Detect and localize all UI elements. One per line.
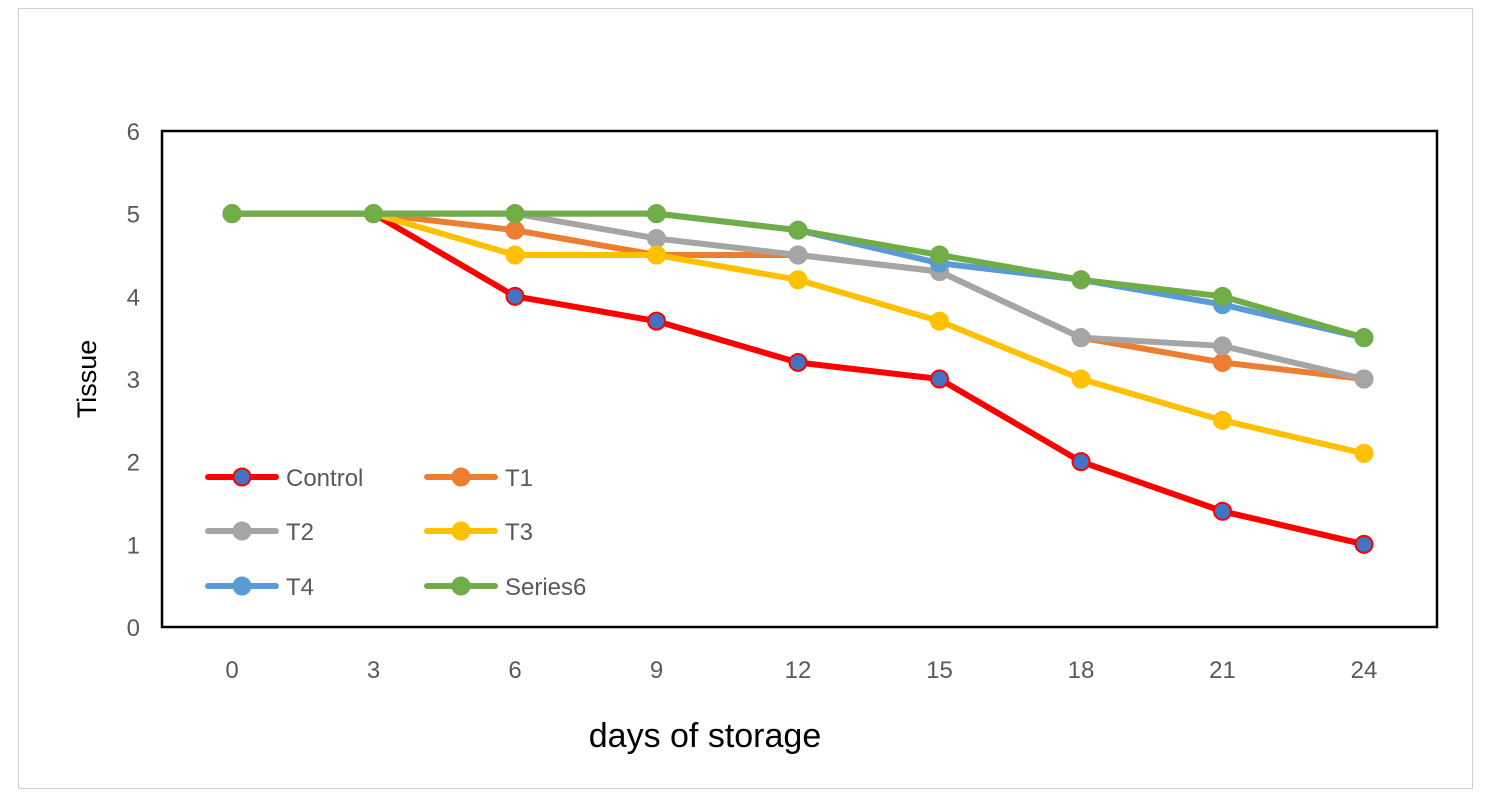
point-t2-24: [1354, 369, 1374, 389]
point-control-21: [1213, 501, 1232, 521]
legend-swatch-marker-t4: [232, 576, 252, 596]
x-tick-label-15: 15: [926, 657, 953, 684]
point-t3-24: [1354, 443, 1374, 463]
plot-area: [160, 129, 1439, 629]
legend-swatch-marker-t1: [451, 467, 471, 487]
y-tick-label-2: 2: [127, 450, 140, 477]
point-series6-9: [647, 204, 666, 224]
legend-swatch-marker-t2: [232, 521, 252, 541]
point-control-15: [930, 369, 949, 389]
y-tick-label-1: 1: [127, 532, 140, 559]
legend-item-control: Control: [205, 465, 363, 492]
x-tick-label-0: 0: [225, 657, 238, 684]
point-series6-12: [788, 220, 808, 240]
point-t2-18: [1071, 328, 1091, 348]
legend-label-t1: T1: [505, 465, 533, 492]
point-control-6: [505, 286, 525, 306]
x-tick-label-3: 3: [367, 657, 380, 684]
point-t2-9: [647, 228, 666, 248]
point-t1-21: [1213, 352, 1232, 372]
legend-label-control: Control: [286, 465, 363, 492]
point-series6-0: [222, 204, 242, 224]
point-t1-6: [505, 220, 525, 240]
point-control-12: [788, 352, 808, 372]
point-t3-9: [647, 245, 666, 265]
legend: Control T1 T2 T3 T4 Series6: [205, 465, 586, 601]
y-tick-label-6: 6: [127, 119, 140, 146]
point-series6-3: [364, 204, 383, 224]
point-series6-21: [1213, 286, 1232, 306]
legend-label-t3: T3: [505, 519, 533, 546]
point-t3-6: [505, 245, 525, 265]
y-axis-ticks: 0 1 2 3 4 5 6: [127, 119, 140, 642]
x-tick-label-24: 24: [1351, 657, 1378, 684]
x-tick-label-12: 12: [785, 657, 812, 684]
y-tick-label-3: 3: [127, 367, 140, 394]
point-control-18: [1071, 452, 1091, 472]
point-control-24: [1354, 534, 1374, 554]
point-series6-18: [1071, 270, 1091, 290]
series-series6: [222, 204, 1374, 348]
y-tick-label-0: 0: [127, 615, 140, 642]
legend-item-t4: T4: [205, 574, 314, 601]
point-series6-24: [1354, 328, 1374, 348]
y-axis-title: Tissue: [72, 340, 102, 419]
x-axis-ticks: 0 3 6 9 12 15 18 21 24: [225, 657, 1377, 684]
point-t2-21: [1213, 336, 1232, 356]
x-tick-label-9: 9: [650, 657, 663, 684]
legend-label-series6: Series6: [505, 574, 586, 601]
legend-item-series6: Series6: [424, 574, 586, 601]
x-tick-label-6: 6: [508, 657, 521, 684]
point-series6-6: [505, 204, 525, 224]
point-control-9: [647, 311, 666, 331]
y-tick-label-4: 4: [127, 284, 140, 311]
legend-item-t1: T1: [424, 465, 533, 492]
legend-label-t4: T4: [286, 574, 314, 601]
point-t3-21: [1213, 410, 1232, 430]
x-tick-label-21: 21: [1209, 657, 1236, 684]
legend-swatch-marker-series6: [451, 576, 471, 596]
legend-swatch-marker-control: [232, 467, 252, 487]
point-t3-12: [788, 270, 808, 290]
legend-item-t2: T2: [205, 519, 314, 546]
x-tick-label-18: 18: [1068, 657, 1095, 684]
x-axis-title: days of storage: [589, 717, 821, 755]
point-t3-15: [930, 311, 949, 331]
legend-item-t3: T3: [424, 519, 533, 546]
y-tick-label-5: 5: [127, 202, 140, 229]
legend-swatch-marker-t3: [451, 521, 471, 541]
point-t2-12: [788, 245, 808, 265]
series-group: [222, 204, 1374, 554]
legend-label-t2: T2: [286, 519, 314, 546]
point-series6-15: [930, 245, 949, 265]
point-t3-18: [1071, 369, 1091, 389]
